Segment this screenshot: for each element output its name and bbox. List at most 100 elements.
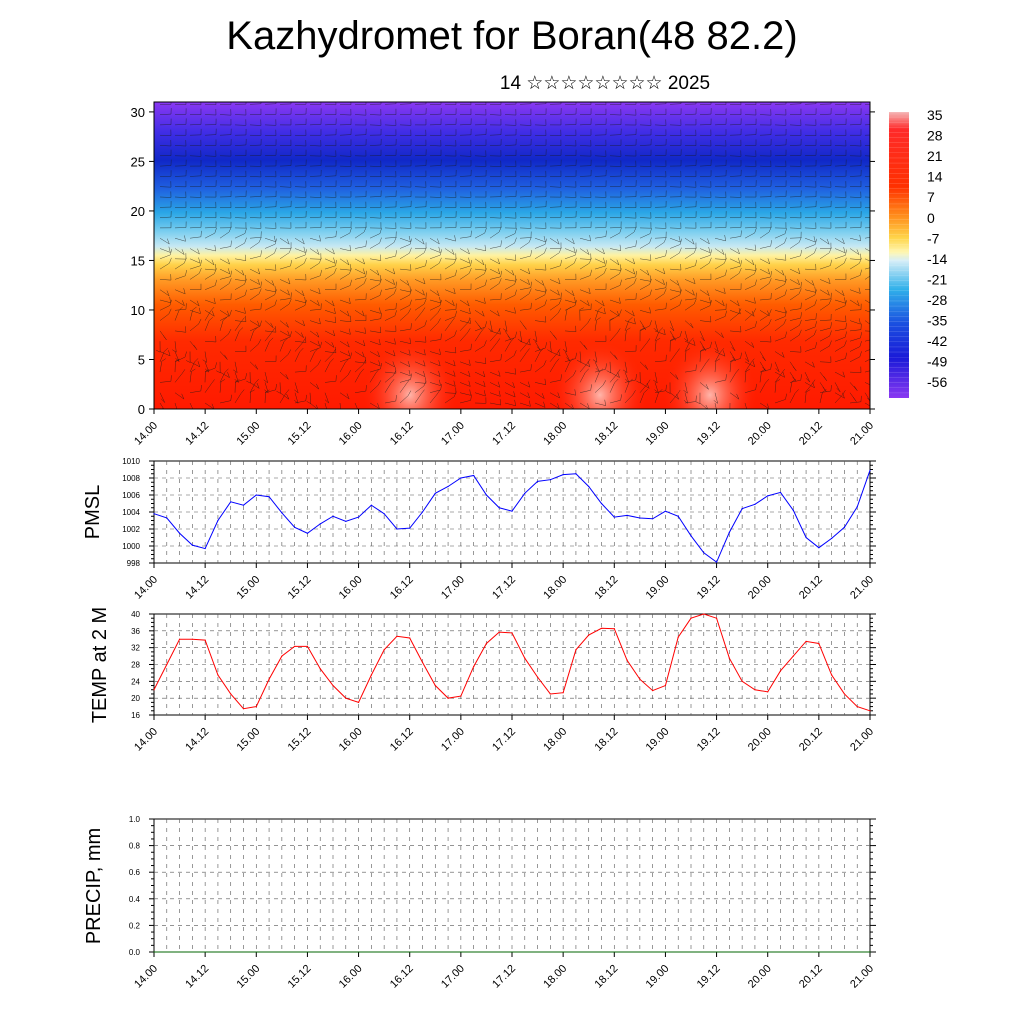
wind-barb xyxy=(474,248,486,252)
wind-barb-flag xyxy=(497,310,500,317)
wind-barb-flag xyxy=(616,310,620,317)
wind-barb-flag xyxy=(513,391,516,398)
wind-barb-flag xyxy=(213,297,216,304)
wind-barb xyxy=(759,340,771,343)
wind-barb xyxy=(729,299,740,307)
wind-barb-flag xyxy=(574,257,577,264)
wind-barb-flag xyxy=(798,288,802,294)
wind-barb xyxy=(414,311,423,321)
series-point xyxy=(831,537,833,539)
wind-barb xyxy=(849,346,860,352)
colorbar-label: 14 xyxy=(927,169,943,185)
wind-barb-flag xyxy=(257,278,260,285)
wind-barb xyxy=(549,113,561,115)
wind-barb xyxy=(654,268,666,275)
wind-barb xyxy=(189,309,193,321)
wind-barb-flag xyxy=(333,257,336,264)
wind-barb xyxy=(249,124,261,126)
wind-barb xyxy=(489,332,498,342)
x-tick-label: 20.12 xyxy=(797,726,825,754)
wind-barb xyxy=(264,372,268,383)
wind-barb-flag xyxy=(626,327,631,331)
wind-barb-flag xyxy=(455,269,457,276)
wind-barb xyxy=(354,390,366,393)
wind-barb xyxy=(684,289,695,296)
colorbar-label: 0 xyxy=(927,210,935,226)
wind-barb-flag xyxy=(234,379,239,383)
wind-barb-flag xyxy=(872,403,874,408)
wind-barb xyxy=(744,155,756,157)
wind-barb-flag xyxy=(528,236,532,243)
wind-barb xyxy=(744,361,755,367)
wind-barb-flag xyxy=(410,373,412,380)
wind-barb xyxy=(624,382,630,393)
wind-barb-flag xyxy=(685,348,691,352)
wind-barb xyxy=(324,155,336,157)
wind-barb xyxy=(759,258,770,265)
wind-barb xyxy=(204,285,216,290)
wind-barb xyxy=(279,341,285,352)
y-tick-label: 20 xyxy=(131,204,145,219)
wind-barb-flag xyxy=(815,238,817,245)
wind-barb xyxy=(564,351,571,362)
wind-barb xyxy=(534,289,546,293)
wind-barb xyxy=(399,155,411,157)
wind-barb xyxy=(249,382,260,389)
wind-barb-flag xyxy=(618,297,621,304)
wind-barb-flag xyxy=(532,338,538,342)
wind-barb xyxy=(684,370,696,373)
wind-barb-flag xyxy=(813,329,817,336)
wind-barb-flag xyxy=(329,358,334,363)
wind-barb xyxy=(159,279,171,281)
wind-barb xyxy=(849,329,861,332)
wind-barb-flag xyxy=(254,364,259,370)
x-tick-label: 19.00 xyxy=(644,574,672,602)
wind-barb xyxy=(399,340,411,344)
wind-barb xyxy=(459,400,471,404)
wind-barb-flag xyxy=(814,299,817,306)
wind-barb xyxy=(354,310,365,317)
wind-barb xyxy=(759,298,771,301)
series-point xyxy=(319,523,321,525)
wind-barb xyxy=(759,185,771,187)
wind-barb xyxy=(699,382,709,390)
wind-barb-flag xyxy=(317,359,322,365)
wind-barb xyxy=(399,383,407,393)
wind-barb-flag xyxy=(224,354,228,360)
wind-barb xyxy=(504,382,515,388)
wind-barb-flag xyxy=(814,247,817,254)
wind-barb xyxy=(759,268,770,275)
wind-barb xyxy=(594,361,600,372)
wind-barb xyxy=(744,310,755,317)
wind-barb-flag xyxy=(695,364,697,371)
wind-barb-flag xyxy=(750,358,755,363)
wind-barb xyxy=(549,279,561,285)
wind-barbs xyxy=(156,102,874,409)
wind-barb-flag xyxy=(844,340,847,346)
x-tick-label: 14.00 xyxy=(132,574,160,602)
wind-barb-flag xyxy=(497,268,501,275)
wind-barb-flag xyxy=(545,342,547,349)
series-point xyxy=(268,678,270,680)
wind-barb xyxy=(459,175,471,177)
wind-barb xyxy=(444,321,452,332)
wind-barb-flag xyxy=(230,270,232,277)
wind-barb xyxy=(429,289,440,297)
wind-barb-flag xyxy=(332,348,336,355)
wind-barb-flag xyxy=(484,227,487,234)
series-point xyxy=(869,951,871,953)
wind-barb-flag xyxy=(828,298,832,305)
wind-barb xyxy=(564,305,576,311)
wind-barb xyxy=(819,186,831,188)
wind-barb xyxy=(414,382,426,384)
wind-barb-flag xyxy=(725,374,727,381)
wind-barb-flag xyxy=(784,278,787,285)
series-point xyxy=(511,510,513,512)
wind-barb-flag xyxy=(829,340,832,347)
wind-barb-flag xyxy=(379,275,382,282)
wind-barb xyxy=(234,217,246,219)
wind-barb xyxy=(714,309,726,311)
wind-barb xyxy=(639,310,651,314)
wind-barb-flag xyxy=(587,300,590,306)
wind-barb-flag xyxy=(530,250,532,257)
